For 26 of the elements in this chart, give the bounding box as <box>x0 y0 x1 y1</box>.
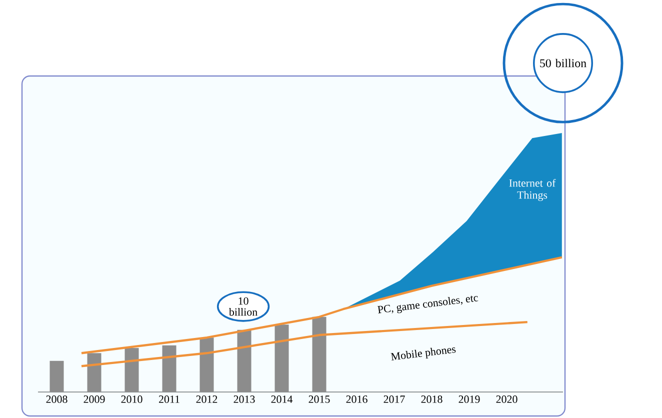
bar <box>200 338 214 392</box>
bar <box>124 348 139 392</box>
series-label: Internet of Things <box>509 178 556 201</box>
x-tick-label: 2017 <box>384 396 405 403</box>
x-tick-label: 2011 <box>158 396 180 403</box>
x-tick-label: 2020 <box>496 396 518 403</box>
bar <box>312 316 326 392</box>
x-tick-label: 2009 <box>84 396 105 403</box>
x-tick-label: 2019 <box>458 396 480 403</box>
annotation: 10 billion <box>228 297 258 316</box>
text: PC, game consoles, etc <box>377 296 478 314</box>
x-tick-label: 2010 <box>121 396 142 403</box>
x-tick-label: 2008 <box>46 396 68 403</box>
x-tick-label: 2015 <box>308 396 330 403</box>
bar <box>87 353 102 392</box>
bar <box>237 330 252 392</box>
bar <box>274 324 289 392</box>
x-tick-label: 2014 <box>271 396 293 403</box>
text: 50 billion <box>540 58 586 68</box>
x-tick-label: 2016 <box>346 396 368 403</box>
text: Mobile phones <box>390 348 456 360</box>
bar <box>50 360 64 392</box>
x-tick-label: 2013 <box>234 396 255 403</box>
x-tick-label: 2012 <box>196 396 218 403</box>
bar <box>162 345 176 392</box>
x-tick-label: 2018 <box>421 396 442 403</box>
